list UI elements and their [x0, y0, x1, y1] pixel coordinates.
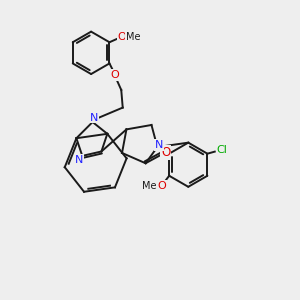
- Text: O: O: [118, 32, 126, 42]
- Text: O: O: [161, 146, 170, 159]
- Text: N: N: [155, 140, 164, 150]
- Text: Cl: Cl: [217, 145, 228, 155]
- Text: Me: Me: [126, 32, 140, 42]
- Text: N: N: [90, 112, 98, 123]
- Text: O: O: [110, 70, 119, 80]
- Text: Me: Me: [142, 181, 157, 191]
- Text: O: O: [158, 181, 166, 191]
- Text: N: N: [75, 155, 83, 165]
